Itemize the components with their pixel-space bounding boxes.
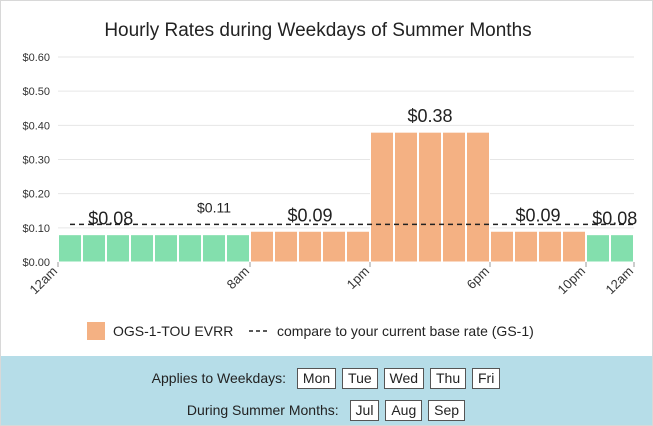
bar-hour-2 (106, 234, 130, 263)
months-row: During Summer Months: Jul Aug Sep (1, 400, 652, 421)
bars (58, 131, 634, 263)
y-axis-ticks: $0.00 $0.10 $0.20 $0.30 $0.40 $0.50 $0.60 (22, 52, 50, 269)
bar-hour-15 (418, 131, 442, 263)
bar-hour-0 (58, 234, 82, 263)
legend: OGS-1-TOU EVRR compare to your current b… (87, 322, 534, 340)
bar-hour-6 (202, 234, 226, 263)
bar-hour-20 (538, 230, 562, 263)
bar-hour-5 (178, 234, 202, 263)
filter-footer: Applies to Weekdays: Mon Tue Wed Thu Fri… (1, 356, 652, 425)
legend-label-rate: OGS-1-TOU EVRR (113, 323, 233, 339)
data-label: $0.08 (88, 209, 133, 229)
data-label: $0.09 (287, 205, 332, 225)
y-tick-label: $0.30 (22, 155, 50, 167)
bar-hour-3 (130, 234, 154, 263)
y-tick-label: $0.50 (22, 86, 50, 98)
data-label: $0.38 (407, 106, 452, 126)
chart-title: Hourly Rates during Weekdays of Summer M… (104, 20, 531, 41)
bar-hour-18 (490, 230, 514, 263)
bar-hour-9 (274, 230, 298, 263)
x-axis-ticks: 12am 8am 1pm 6pm 10pm 12am (27, 262, 637, 298)
data-label: $0.08 (592, 209, 637, 229)
data-label: $0.11 (197, 199, 231, 215)
y-tick-label: $0.60 (22, 52, 50, 64)
bar-hour-10 (298, 230, 322, 263)
bar-hour-22 (586, 234, 610, 263)
weekday-thu-button[interactable]: Thu (429, 368, 467, 389)
x-tick-label: 10pm (555, 264, 589, 298)
bar-hour-21 (562, 230, 586, 263)
months-label: During Summer Months: (186, 402, 339, 418)
weekday-tue-button[interactable]: Tue (342, 368, 378, 389)
bar-hour-13 (370, 131, 394, 263)
x-tick-label: 6pm (464, 264, 492, 292)
data-label: $0.09 (515, 205, 560, 225)
bar-hour-16 (442, 131, 466, 263)
weekdays-label: Applies to Weekdays: (151, 370, 287, 386)
month-sep-button[interactable]: Sep (428, 400, 466, 421)
bar-hour-17 (466, 131, 490, 263)
bar-hour-11 (322, 230, 346, 263)
rates-chart: Hourly Rates during Weekdays of Summer M… (22, 20, 637, 340)
month-aug-button[interactable]: Aug (385, 400, 423, 421)
legend-label-baseline: compare to your current base rate (GS-1) (277, 323, 534, 339)
bar-hour-7 (226, 234, 250, 263)
bar-hour-12 (346, 230, 370, 263)
weekdays-row: Applies to Weekdays: Mon Tue Wed Thu Fri (1, 368, 652, 389)
x-tick-label: 1pm (344, 264, 372, 292)
bar-hour-14 (394, 131, 418, 263)
x-tick-label: 8am (224, 264, 252, 292)
x-tick-label: 12am (603, 264, 637, 298)
weekday-wed-button[interactable]: Wed (383, 368, 425, 389)
y-tick-label: $0.10 (22, 223, 50, 235)
weekday-fri-button[interactable]: Fri (472, 368, 501, 389)
y-tick-label: $0.00 (22, 257, 50, 269)
bar-hour-4 (154, 234, 178, 263)
y-tick-label: $0.20 (22, 189, 50, 201)
weekday-mon-button[interactable]: Mon (296, 368, 337, 389)
grid-lines (58, 56, 634, 263)
data-labels: $0.08 $0.11 $0.09 $0.38 $0.09 $0.08 (88, 106, 637, 229)
bar-hour-8 (250, 230, 274, 263)
bar-hour-1 (82, 234, 106, 263)
bar-hour-23 (610, 234, 634, 263)
bar-hour-19 (514, 230, 538, 263)
legend-swatch-rate (87, 322, 105, 340)
y-tick-label: $0.40 (22, 120, 50, 132)
month-jul-button[interactable]: Jul (349, 400, 380, 421)
